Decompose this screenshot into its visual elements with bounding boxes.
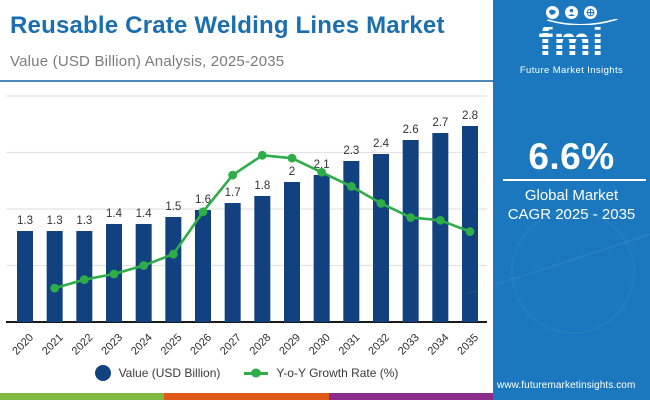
legend-label-value: Value (USD Billion) [118, 366, 221, 380]
bar-value-label: 1.5 [165, 201, 181, 213]
globe-icon [584, 6, 597, 19]
growth-point [346, 182, 356, 191]
x-tick-label: 2024 [129, 332, 155, 358]
bar-value-label: 1.6 [195, 194, 211, 206]
growth-point [465, 227, 475, 237]
bar-value-label: 1.4 [136, 208, 153, 220]
cagr-divider [503, 179, 646, 181]
header-divider [0, 80, 493, 82]
x-tick-label: 2021 [40, 332, 66, 358]
website-url: www.futuremarketinsights.com [497, 380, 636, 391]
chart-legend: Value (USD Billion) Y-o-Y Growth Rate (%… [0, 365, 493, 381]
growth-point [168, 249, 178, 259]
strip-green [0, 393, 164, 400]
legend-item-value: Value (USD Billion) [94, 365, 221, 381]
bar-2030 [313, 175, 330, 322]
growth-point [228, 170, 238, 180]
bar-2020 [17, 231, 33, 322]
legend-item-growth: Y-o-Y Growth Rate (%) [244, 366, 398, 380]
line-series-dot [251, 368, 262, 378]
bar-2034 [432, 133, 449, 322]
bar-2027 [224, 203, 241, 322]
person-icon [565, 6, 578, 19]
bar-2031 [343, 161, 360, 322]
fmi-logo-tagline: Future Market Insights [519, 65, 624, 76]
bar-2025 [165, 217, 182, 322]
bar-value-label: 2 [289, 166, 295, 178]
bar-value-label: 1.3 [47, 215, 63, 227]
x-tick-label: 2020 [10, 332, 36, 358]
bar-series-marker [94, 365, 111, 381]
growth-point [376, 198, 386, 208]
growth-point [435, 215, 445, 225]
bar-value-label: 1.7 [225, 187, 241, 199]
x-tick-label: 2032 [366, 332, 392, 358]
growth-point [317, 167, 327, 177]
bar-value-label: 1.8 [254, 180, 270, 192]
fmi-logo-text: fmi [538, 18, 605, 65]
bar-2028 [254, 196, 271, 322]
sidebar-texture [511, 210, 635, 334]
sidebar: fmi Future Market Insights 6.6% Global M… [468, 0, 650, 400]
strip-purple [329, 393, 493, 400]
bar-2035 [462, 126, 478, 322]
growth-point [50, 283, 60, 293]
growth-point [406, 213, 416, 222]
fmi-logo-icons [493, 6, 650, 20]
strip-orange [164, 393, 329, 400]
x-tick-label: 2031 [337, 332, 363, 358]
growth-point [109, 269, 119, 279]
footer-color-strip [0, 393, 493, 400]
growth-point [257, 150, 267, 160]
legend-label-growth: Y-o-Y Growth Rate (%) [276, 366, 399, 380]
bar-value-label: 1.3 [76, 215, 92, 227]
bar-2024 [135, 224, 152, 322]
bar-2033 [402, 140, 419, 322]
bar-value-label: 2.4 [373, 138, 390, 150]
x-tick-label: 2026 [188, 332, 214, 358]
bar-2026 [195, 210, 211, 322]
growth-point [198, 207, 208, 217]
market-chart: 1.3 2020 1.3 2021 1.3 2022 1.4 2023 1.4 2024 1.5 20… [6, 95, 487, 358]
bar-2021 [46, 231, 63, 322]
cagr-value: 6.6% [528, 136, 615, 177]
x-tick-label: 2027 [218, 332, 244, 358]
line-series-marker [244, 368, 269, 378]
x-tick-label: 2029 [277, 332, 303, 358]
fmi-logo-wordmark: fmi [493, 21, 650, 63]
x-tick-label: 2033 [396, 332, 422, 358]
cagr-label-line2: CAGR 2025 - 2035 [507, 206, 636, 223]
cagr-label-line1: Global Market [524, 187, 619, 204]
x-tick-label: 2030 [307, 332, 333, 358]
growth-point [287, 153, 297, 163]
bar-value-label: 2.6 [403, 124, 419, 136]
bar-value-label: 2.1 [314, 159, 330, 171]
x-tick-label: 2028 [248, 332, 274, 358]
bar-2029 [284, 182, 300, 322]
growth-point [79, 275, 89, 285]
map-icon [546, 6, 559, 19]
x-tick-label: 2034 [426, 332, 452, 358]
bar-value-label: 2.8 [462, 110, 478, 122]
bar-2032 [373, 154, 389, 322]
bar-value-label: 2.3 [343, 145, 359, 157]
page-title: Reusable Crate Welding Lines Market [10, 12, 445, 39]
x-tick-label: 2035 [455, 332, 481, 358]
bar-value-label: 1.4 [106, 208, 123, 220]
fmi-logo: fmi Future Market Insights [493, 6, 650, 76]
bar-value-label: 2.7 [432, 117, 448, 129]
x-tick-label: 2022 [70, 332, 96, 358]
page-subtitle: Value (USD Billion) Analysis, 2025-2035 [10, 53, 285, 70]
growth-point [139, 261, 149, 270]
x-tick-label: 2023 [99, 332, 125, 358]
x-tick-label: 2025 [159, 332, 185, 358]
bar-value-label: 1.3 [17, 215, 33, 227]
